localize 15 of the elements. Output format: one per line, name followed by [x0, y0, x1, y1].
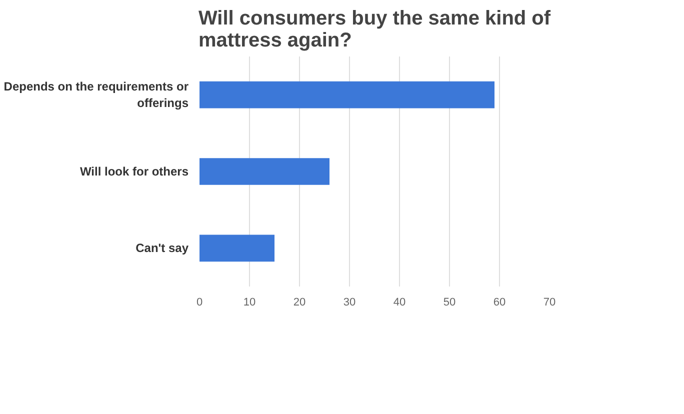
bar: [200, 234, 274, 262]
y-tick-label: Depends on the requirements or offerings: [4, 79, 189, 110]
x-tick-label: 30: [343, 296, 356, 308]
bar: [200, 158, 330, 185]
y-tick-label: Can't say: [136, 241, 189, 256]
bar: [200, 81, 494, 108]
x-tick-label: 60: [493, 296, 506, 308]
x-tick-label: 20: [293, 296, 306, 308]
x-tick-label: 50: [443, 296, 456, 308]
x-tick-label: 0: [196, 296, 203, 308]
chart-title: Will consumers buy the same kind of mattress again?: [198, 8, 551, 52]
x-tick-label: 70: [543, 296, 556, 308]
y-tick-label: Will look for others: [80, 164, 189, 178]
x-tick-label: 10: [243, 296, 256, 308]
x-tick-label: 40: [393, 296, 406, 308]
